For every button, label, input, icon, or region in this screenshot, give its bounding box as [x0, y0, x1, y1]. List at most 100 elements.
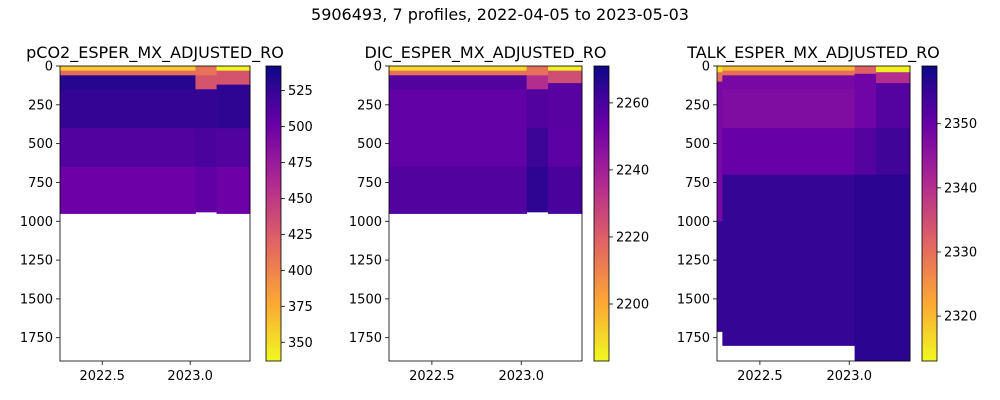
heatmap-cell	[876, 83, 911, 129]
y-tick-label: 1250	[349, 254, 382, 269]
colorbar-tick-label: 525	[288, 84, 313, 99]
heatmap-cell	[389, 166, 527, 214]
colorbar-tick-label: 2200	[616, 298, 649, 313]
panel-3: TALK_ESPER_MX_ADJUSTED_RO0 250 500 750 1000 1…	[677, 43, 977, 384]
y-tick-label: 1250	[20, 254, 53, 269]
y-tick-label: 750	[685, 176, 710, 191]
heatmap-cell	[389, 128, 527, 168]
heatmap-cell	[717, 66, 723, 73]
y-tick-label: 500	[357, 137, 382, 152]
heatmap-cell	[876, 128, 911, 176]
heatmap-cell	[854, 73, 877, 129]
panel-title: TALK_ESPER_MX_ADJUSTED_RO	[686, 43, 940, 63]
heatmap-cell	[526, 128, 549, 168]
heatmap-cell	[548, 128, 583, 168]
heatmap-cell	[526, 66, 549, 76]
heatmap-cell	[60, 166, 196, 214]
y-tick-label: 0	[702, 60, 710, 75]
x-tick-label: 2023.0	[167, 369, 213, 384]
colorbar-tick-label: 2260	[616, 96, 649, 111]
y-tick-label: 250	[357, 98, 382, 113]
y-tick-label: 1250	[677, 254, 710, 269]
heatmap-cell	[854, 66, 877, 75]
heatmap-cell	[876, 72, 911, 84]
colorbar	[265, 65, 282, 362]
y-tick-label: 0	[45, 60, 53, 75]
heatmap-cell	[389, 89, 527, 129]
colorbar-tick-label: 400	[288, 264, 313, 279]
heatmap-cell	[195, 128, 217, 168]
colorbar-tick-label: 2240	[616, 163, 649, 178]
heatmap-cell	[526, 75, 549, 90]
y-tick-label: 1000	[677, 215, 710, 230]
y-tick-label: 1500	[349, 292, 382, 307]
heatmap-cell	[389, 70, 527, 76]
heatmap-cell	[216, 166, 251, 214]
colorbar-tick-label: 2320	[944, 310, 977, 325]
heatmap-cell	[722, 70, 855, 76]
panel-title: pCO2_ESPER_MX_ADJUSTED_RO	[26, 43, 284, 63]
colorbar-tick-label: 500	[288, 120, 313, 135]
y-tick-label: 0	[374, 60, 382, 75]
panel-title: DIC_ESPER_MX_ADJUSTED_RO	[365, 43, 607, 63]
heatmap-cell	[195, 89, 217, 129]
x-tick-label: 2023.0	[498, 369, 544, 384]
heatmap-cell	[389, 66, 527, 72]
heatmap-cell	[526, 166, 549, 213]
heatmap-cell	[195, 166, 217, 213]
y-tick-label: 1750	[20, 331, 53, 346]
colorbar-tick-label: 450	[288, 192, 313, 207]
colorbar-tick-label: 2350	[944, 117, 977, 132]
colorbar	[921, 65, 938, 362]
heatmap-cell	[717, 81, 723, 222]
heatmap-cell	[722, 89, 855, 129]
y-tick-label: 750	[28, 176, 53, 191]
heatmap-cell	[548, 83, 583, 129]
heatmap-cell	[722, 75, 855, 90]
heatmap-cell	[216, 70, 251, 86]
heatmap-cell	[389, 75, 527, 90]
heatmap-cell	[60, 128, 196, 168]
heatmap-cell	[216, 84, 251, 129]
heatmap-cell	[854, 174, 877, 362]
x-tick-label: 2022.5	[79, 369, 125, 384]
x-tick-label: 2022.5	[409, 369, 455, 384]
colorbar-tick-label: 375	[288, 300, 313, 315]
heatmap-cell	[876, 174, 911, 362]
colorbar-tick-label: 425	[288, 228, 313, 243]
heatmap-cell	[854, 128, 877, 176]
y-tick-label: 1000	[20, 215, 53, 230]
y-tick-label: 250	[28, 98, 53, 113]
heatmap-cell	[526, 89, 549, 129]
heatmap-cell	[195, 75, 217, 90]
heatmap-cell	[717, 221, 723, 332]
axes-frame	[716, 65, 911, 362]
heatmap-cell	[722, 174, 855, 346]
axes-frame	[388, 65, 583, 362]
figure-suptitle: 5906493, 7 profiles, 2022-04-05 to 2023-…	[311, 5, 689, 24]
heatmap-cell	[216, 66, 251, 72]
y-tick-label: 1500	[20, 292, 53, 307]
y-tick-label: 1000	[349, 215, 382, 230]
axes-frame	[59, 65, 251, 362]
heatmap-cell	[548, 70, 583, 84]
colorbar-tick-label: 475	[288, 156, 313, 171]
heatmap-cell	[717, 72, 723, 82]
y-tick-label: 500	[28, 137, 53, 152]
heatmap-cell	[722, 66, 855, 72]
heatmap-cell	[216, 128, 251, 168]
heatmap-cell	[548, 66, 583, 72]
heatmap-cell	[60, 75, 196, 90]
heatmap-cell	[722, 128, 855, 176]
y-tick-label: 750	[357, 176, 382, 191]
y-tick-label: 500	[685, 137, 710, 152]
heatmap-cell	[60, 66, 196, 72]
x-tick-label: 2022.5	[737, 369, 783, 384]
y-tick-label: 1500	[677, 292, 710, 307]
colorbar-tick-label: 2220	[616, 230, 649, 245]
colorbar-tick-label: 2330	[944, 245, 977, 260]
heatmap-cell	[876, 66, 911, 73]
y-tick-label: 1750	[677, 331, 710, 346]
y-tick-label: 250	[685, 98, 710, 113]
